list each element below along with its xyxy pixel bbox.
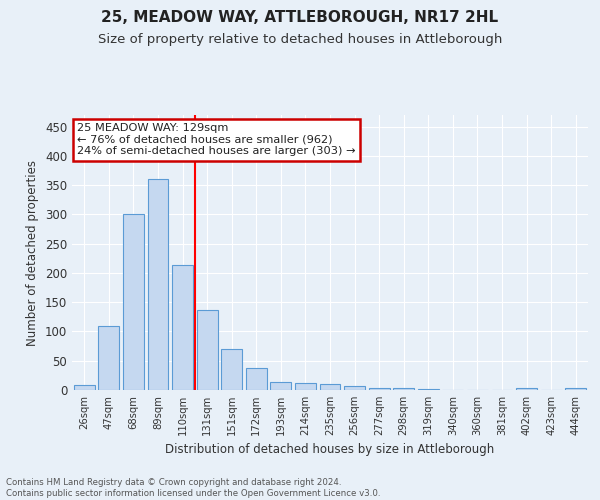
Text: 25 MEADOW WAY: 129sqm
← 76% of detached houses are smaller (962)
24% of semi-det: 25 MEADOW WAY: 129sqm ← 76% of detached … (77, 123, 356, 156)
Bar (393, 388, 414, 390)
Bar (74, 384, 95, 390)
Bar (565, 388, 586, 390)
Bar (418, 389, 439, 390)
Bar (344, 386, 365, 390)
Text: Distribution of detached houses by size in Attleborough: Distribution of detached houses by size … (166, 442, 494, 456)
Text: 25, MEADOW WAY, ATTLEBOROUGH, NR17 2HL: 25, MEADOW WAY, ATTLEBOROUGH, NR17 2HL (101, 10, 499, 25)
Bar (516, 388, 537, 390)
Bar (172, 265, 193, 390)
Text: Size of property relative to detached houses in Attleborough: Size of property relative to detached ho… (98, 32, 502, 46)
Bar (197, 310, 218, 390)
Text: Contains HM Land Registry data © Crown copyright and database right 2024.
Contai: Contains HM Land Registry data © Crown c… (6, 478, 380, 498)
Bar (246, 368, 267, 390)
Bar (368, 388, 389, 390)
Bar (221, 349, 242, 390)
Bar (320, 384, 340, 390)
Bar (295, 383, 316, 390)
Bar (98, 326, 119, 390)
Bar (271, 382, 292, 390)
Bar (148, 180, 169, 390)
Bar (123, 214, 144, 390)
Y-axis label: Number of detached properties: Number of detached properties (26, 160, 40, 346)
